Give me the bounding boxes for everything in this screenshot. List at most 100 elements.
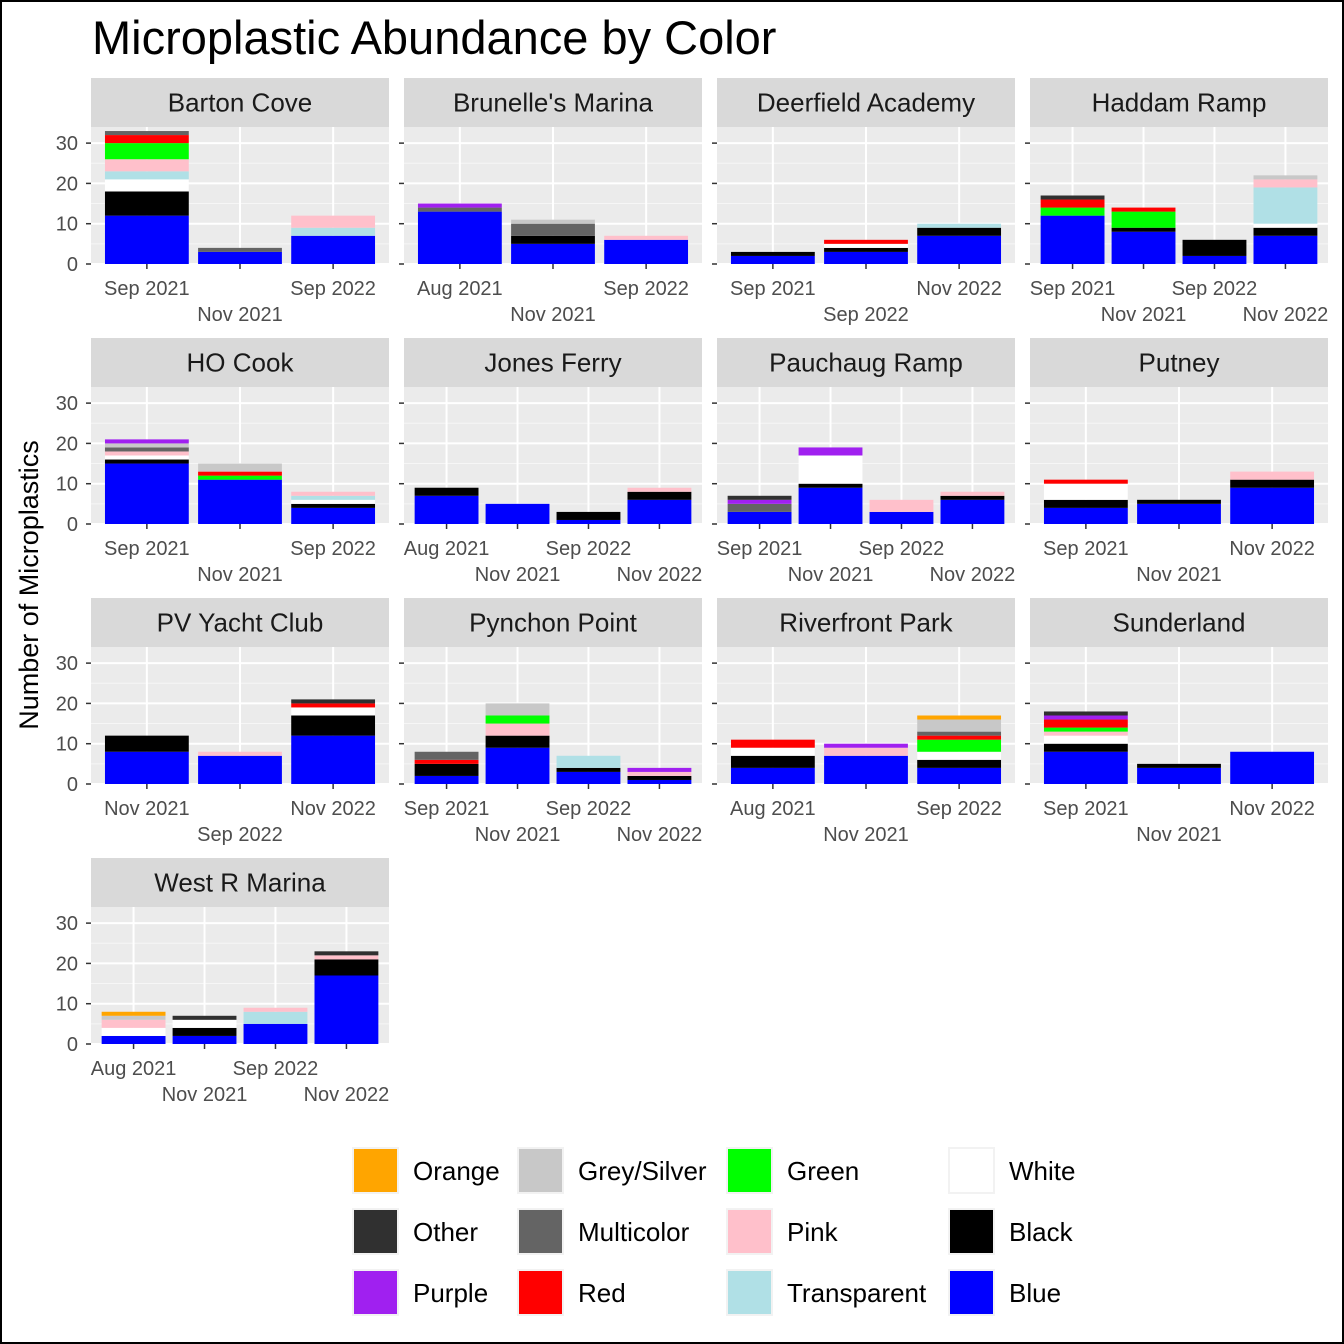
bar-putney-1-black <box>1043 499 1128 508</box>
x-tick-label: Nov 2022 <box>930 564 1016 586</box>
bar-ho-cook-1-white <box>104 455 189 460</box>
bar-riverfront-park-3-black <box>917 759 1002 768</box>
bar-sunderland-1-pink <box>1043 731 1128 736</box>
strip-ho-cook <box>91 338 389 387</box>
bar-ho-cook-1-grey-silver <box>104 443 189 448</box>
bar-brunelle-s-marina-2-blue <box>511 243 595 264</box>
bar-pauchaug-ramp-3-blue <box>869 511 934 524</box>
x-tick-label: Nov 2022 <box>1229 538 1315 560</box>
y-tick-label: 20 <box>56 953 78 975</box>
legend-label-pink: Pink <box>787 1217 839 1247</box>
bar-pauchaug-ramp-3-pink <box>869 499 934 512</box>
bar-riverfront-park-3-green <box>917 739 1002 752</box>
panel-sunderland: Sunderland Sep 2021 Nov 2021 Nov 2022 <box>1025 598 1328 846</box>
bar-barton-cove-1-red <box>104 135 189 144</box>
legend-item-transparent: Transparent <box>726 1269 927 1316</box>
x-tick-label: Nov 2021 <box>197 304 283 326</box>
bar-haddam-ramp-4-pink <box>1253 179 1318 188</box>
legend-item-red: Red <box>517 1269 626 1316</box>
bar-barton-cove-1-blue <box>104 215 189 264</box>
x-tick-label: Nov 2021 <box>1136 824 1222 846</box>
x-tick-label: Nov 2022 <box>304 1084 390 1106</box>
y-tick-label: 20 <box>56 693 78 715</box>
bar-pynchon-point-2-grey-silver <box>485 703 550 716</box>
bar-pynchon-point-2-blue <box>485 747 550 784</box>
x-tick-label: Sep 2021 <box>104 538 190 560</box>
bar-west-r-marina-4-blue <box>314 975 379 1044</box>
panel-west-r-marina: West R Marina 0 10 20 30 Aug 2021 Nov 2021 Sep … <box>56 858 389 1106</box>
legend-label-black: Black <box>1009 1217 1074 1247</box>
strip-label-west-r-marina: West R Marina <box>154 868 326 898</box>
bar-haddam-ramp-2-black <box>1111 227 1176 232</box>
bar-west-r-marina-1-blue <box>101 1035 166 1044</box>
bar-deerfield-academy-3-blue <box>917 235 1002 264</box>
legend-label-grey-silver: Grey/Silver <box>578 1156 707 1186</box>
panel-deerfield-academy: Deerfield Academy Sep 2021 Sep 2022 Nov 202… <box>712 78 1015 326</box>
y-tick-label: 10 <box>56 214 78 236</box>
bar-ho-cook-3-white <box>291 499 376 504</box>
bar-ho-cook-3-blue <box>291 507 376 524</box>
bar-pauchaug-ramp-2-blue <box>798 487 863 524</box>
x-tick-label: Sep 2021 <box>717 538 803 560</box>
x-tick-label: Sep 2022 <box>603 278 689 300</box>
bar-west-r-marina-2-other <box>172 1015 237 1020</box>
bar-putney-1-white <box>1043 483 1128 500</box>
panel-brunelle-s-marina: Brunelle's Marina Aug 2021 Nov 2021 Sep 202… <box>399 78 702 326</box>
bar-haddam-ramp-1-red <box>1040 199 1105 208</box>
legend-label-red: Red <box>578 1278 626 1308</box>
bar-sunderland-1-other <box>1043 711 1128 716</box>
bar-pynchon-point-2-pink <box>485 723 550 736</box>
bar-ho-cook-1-blue <box>104 463 189 524</box>
strip-brunelle-s-marina <box>404 78 702 127</box>
bar-pynchon-point-4-purple <box>627 767 692 772</box>
legend-item-black: Black <box>948 1208 1074 1255</box>
legend: Orange Grey/Silver Green White Other Multicol… <box>352 1147 1075 1316</box>
bar-ho-cook-1-multicolor <box>104 447 189 452</box>
bar-west-r-marina-2-blue <box>172 1035 237 1044</box>
x-tick-label: Sep 2021 <box>1030 278 1116 300</box>
chart-title: Microplastic Abundance by Color <box>92 11 776 64</box>
bar-pauchaug-ramp-2-purple <box>798 447 863 456</box>
x-tick-label: Nov 2021 <box>1101 304 1187 326</box>
legend-item-white: White <box>948 1147 1075 1194</box>
bar-jones-ferry-1-blue <box>414 495 479 524</box>
bar-west-r-marina-4-black <box>314 959 379 976</box>
bar-haddam-ramp-1-other <box>1040 195 1105 200</box>
bar-ho-cook-1-black <box>104 459 189 464</box>
bar-haddam-ramp-1-green <box>1040 207 1105 216</box>
x-tick-label: Nov 2021 <box>104 798 190 820</box>
bar-barton-cove-1-pink <box>104 159 189 172</box>
legend-swatch-white <box>950 1149 993 1192</box>
bar-pynchon-point-4-black <box>627 775 692 780</box>
x-tick-label: Nov 2022 <box>1229 798 1315 820</box>
legend-swatch-black <box>950 1210 993 1253</box>
x-tick-label: Nov 2022 <box>617 564 703 586</box>
legend-swatch-pink <box>728 1210 771 1253</box>
bar-deerfield-academy-2-blue <box>824 251 908 264</box>
bar-brunelle-s-marina-1-purple <box>417 203 502 208</box>
x-tick-label: Aug 2021 <box>404 538 490 560</box>
bar-west-r-marina-3-pink <box>243 1007 308 1012</box>
bar-jones-ferry-3-black <box>556 511 621 520</box>
bar-pauchaug-ramp-4-black <box>940 495 1005 500</box>
bar-deerfield-academy-1-blue <box>730 255 815 264</box>
bar-sunderland-1-green <box>1043 727 1128 732</box>
bar-putney-1-blue <box>1043 507 1128 524</box>
strip-label-pauchaug-ramp: Pauchaug Ramp <box>769 348 963 378</box>
x-tick-label: Sep 2022 <box>546 538 632 560</box>
bar-riverfront-park-3-white <box>917 751 1002 760</box>
bar-barton-cove-2-multicolor <box>198 247 282 252</box>
y-tick-label: 20 <box>56 433 78 455</box>
y-tick-label: 30 <box>56 393 78 415</box>
strip-label-ho-cook: HO Cook <box>187 348 295 378</box>
bar-brunelle-s-marina-1-blue <box>417 211 502 264</box>
panel-pauchaug-ramp: Pauchaug Ramp Sep 2021 Nov 2021 Sep 2022 Nov… <box>712 338 1015 586</box>
x-tick-label: Nov 2022 <box>916 278 1002 300</box>
bar-haddam-ramp-3-blue <box>1182 255 1247 264</box>
strip-deerfield-academy <box>717 78 1015 127</box>
x-tick-label: Sep 2021 <box>730 278 816 300</box>
bar-ho-cook-2-blue <box>198 479 282 524</box>
bar-barton-cove-3-transparent <box>291 227 376 236</box>
panel-pynchon-point: Pynchon Point Sep 2021 Nov 2021 Sep 2022 Nov… <box>399 598 702 846</box>
panel-haddam-ramp: Haddam Ramp Sep 2021 Nov 2021 Sep 2022 Nov 2… <box>1025 78 1328 326</box>
